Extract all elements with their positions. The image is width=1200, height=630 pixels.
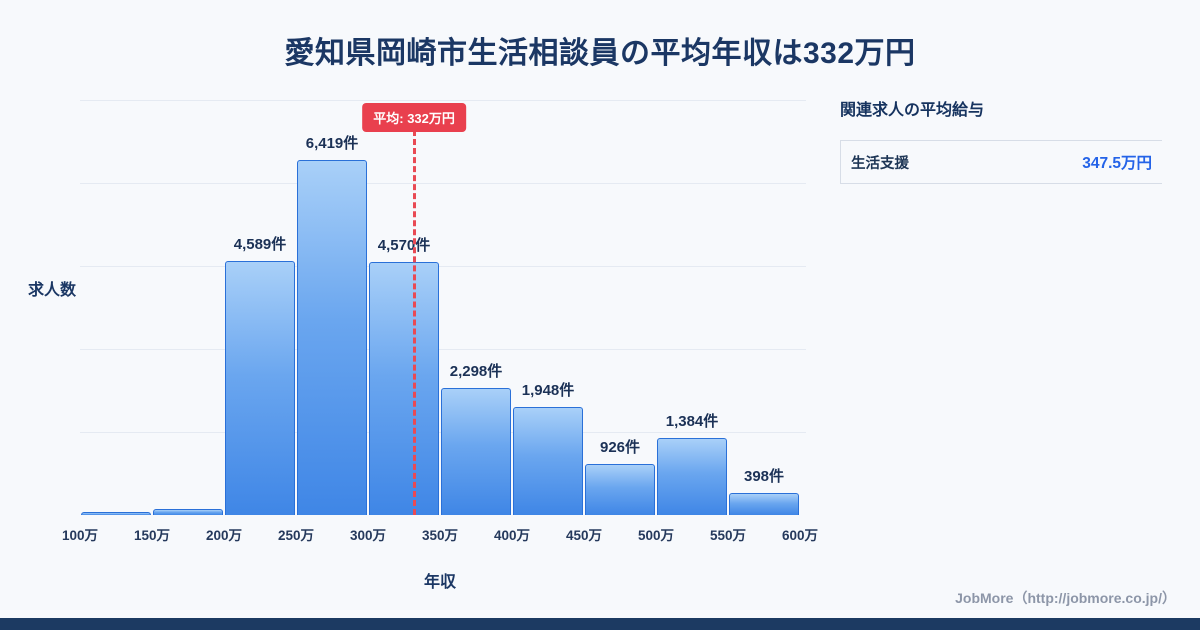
side-panel: 関連求人の平均給与 生活支援 347.5万円 xyxy=(840,96,1162,184)
x-axis-tick-label: 600万 xyxy=(781,528,819,543)
histogram-chart: 平均: 332万円 4,589件 6,419件 4,570件 2,298件 1,948件… xyxy=(62,100,818,543)
histogram-bar xyxy=(729,493,799,515)
x-axis-tick-label: 150万 xyxy=(133,528,171,543)
bar-value-label: 1,384件 xyxy=(665,413,719,430)
x-axis-tick-label: 550万 xyxy=(709,528,747,543)
histogram-bar xyxy=(657,438,727,515)
related-job-label: 生活支援 xyxy=(851,155,909,172)
x-axis-tick-label: 500万 xyxy=(637,528,675,543)
side-panel-heading: 関連求人の平均給与 xyxy=(840,102,985,119)
gridline xyxy=(80,100,806,101)
y-axis-label: 求人数 xyxy=(28,282,77,299)
bar-value-label: 4,589件 xyxy=(233,236,287,253)
histogram-bar xyxy=(441,388,511,515)
x-axis-tick-label: 350万 xyxy=(421,528,459,543)
histogram-bar xyxy=(369,262,439,515)
x-axis-label: 年収 xyxy=(423,574,456,591)
gridline xyxy=(80,349,806,350)
bar-value-label: 6,419件 xyxy=(305,135,359,152)
histogram-bar xyxy=(153,509,223,515)
bar-value-label: 2,298件 xyxy=(449,363,503,380)
gridline xyxy=(80,266,806,267)
x-axis-tick-label: 400万 xyxy=(493,528,531,543)
related-job-row: 生活支援 347.5万円 xyxy=(840,140,1162,184)
x-axis-tick-label: 250万 xyxy=(277,528,315,543)
related-job-value: 347.5万円 xyxy=(1082,155,1152,172)
bar-value-label: 398件 xyxy=(743,468,785,485)
histogram-bar xyxy=(225,261,295,515)
bar-value-label: 4,570件 xyxy=(377,237,431,254)
x-axis-tick-label: 200万 xyxy=(205,528,243,543)
x-axis-tick-label: 450万 xyxy=(565,528,603,543)
x-axis-tick-label: 300万 xyxy=(349,528,387,543)
footer-bar xyxy=(0,618,1200,630)
bar-value-label: 1,948件 xyxy=(521,382,575,399)
average-line xyxy=(412,130,416,515)
gridline xyxy=(80,183,806,184)
bar-value-label: 926件 xyxy=(599,439,641,456)
histogram-bar xyxy=(585,464,655,515)
page-title: 愛知県岡崎市生活相談員の平均年収は332万円 xyxy=(284,37,916,70)
histogram-bar xyxy=(513,407,583,515)
average-badge: 平均: 332万円 xyxy=(362,103,466,132)
histogram-bar xyxy=(297,160,367,515)
x-axis-tick-label: 100万 xyxy=(61,528,99,543)
credit-text: JobMore（http://jobmore.co.jp/） xyxy=(955,590,1176,606)
histogram-bar xyxy=(81,512,151,515)
